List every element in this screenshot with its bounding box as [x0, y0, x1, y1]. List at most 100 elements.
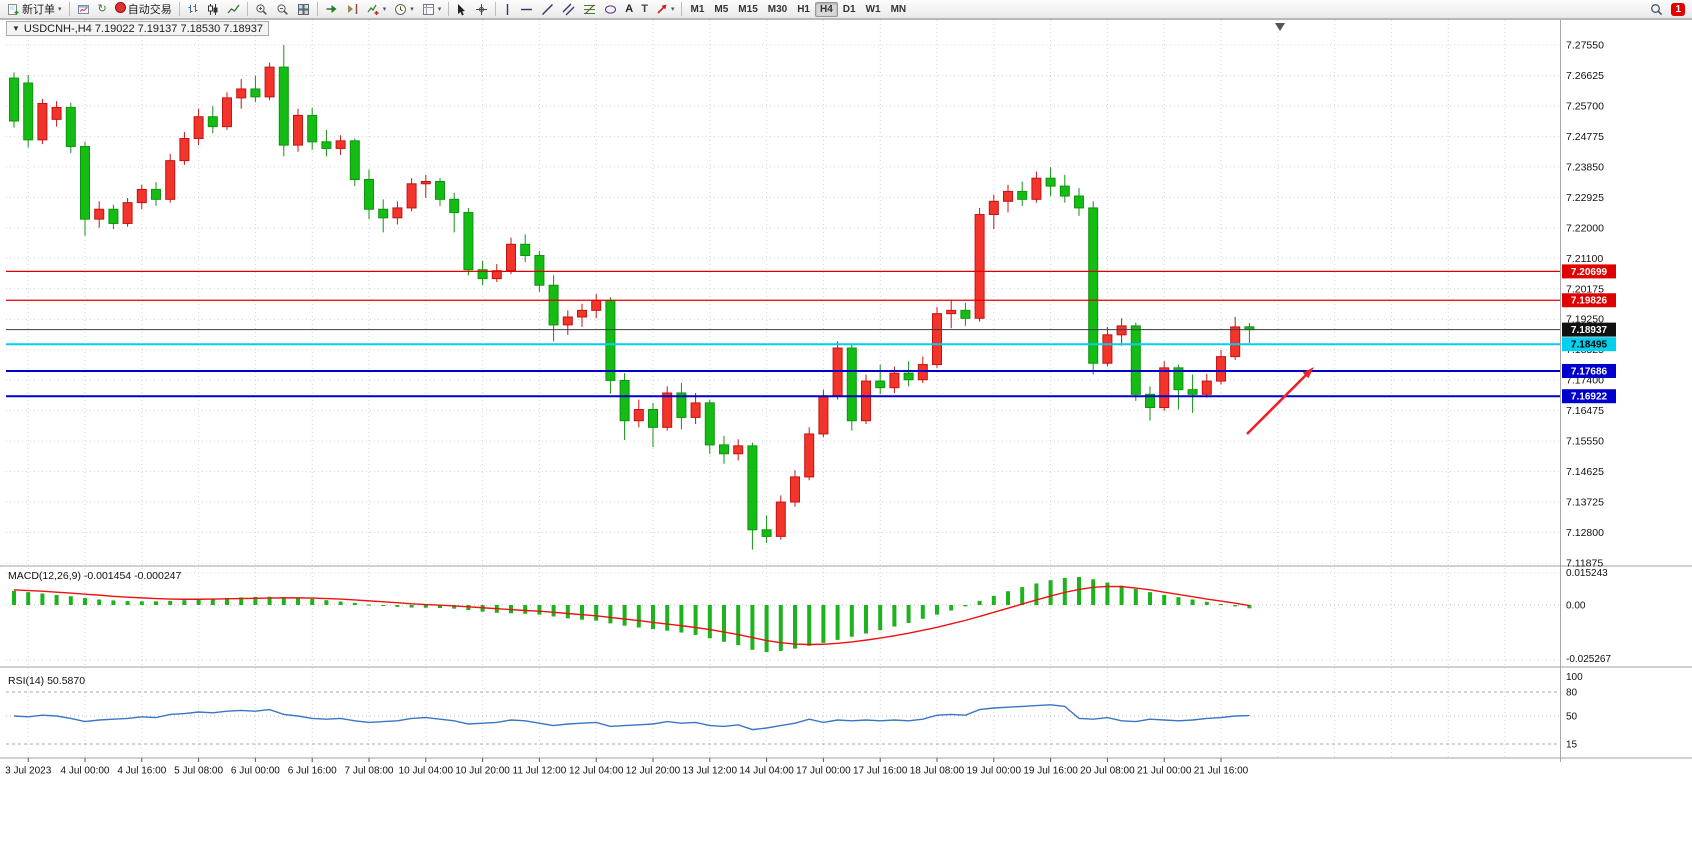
charts-button[interactable] — [73, 1, 94, 18]
candle — [1201, 380, 1212, 395]
macd-histogram-bar — [991, 595, 996, 605]
price-axis-label[interactable]: 7.20175 — [1566, 283, 1604, 295]
price-axis-label[interactable]: 7.14625 — [1566, 466, 1604, 478]
time-axis-label[interactable]: 17 Jul 00:00 — [796, 766, 851, 777]
price-axis-label[interactable]: 7.25700 — [1566, 100, 1604, 112]
price-axis-label[interactable]: 7.15550 — [1566, 436, 1604, 448]
templates-button[interactable]: ▾ — [418, 1, 446, 18]
time-axis-label[interactable]: 10 Jul 20:00 — [455, 766, 510, 777]
time-axis-label[interactable]: 17 Jul 16:00 — [853, 766, 908, 777]
timeframe-h4-button[interactable]: H4 — [815, 1, 838, 17]
candle — [1187, 389, 1198, 395]
time-axis-label[interactable]: 18 Jul 08:00 — [910, 766, 965, 777]
candle — [633, 409, 644, 422]
price-axis-label[interactable]: 7.24775 — [1566, 131, 1604, 143]
time-axis-label[interactable]: 6 Jul 16:00 — [288, 766, 337, 777]
channel-icon — [562, 3, 575, 16]
shapes-button[interactable] — [600, 1, 621, 18]
price-axis-label[interactable]: 7.23850 — [1566, 161, 1604, 173]
line-chart-button[interactable] — [223, 1, 244, 18]
price-axis-label[interactable]: 7.22000 — [1566, 222, 1604, 234]
time-axis-label[interactable]: 11 Jul 12:00 — [513, 766, 567, 777]
time-axis-label[interactable]: 3 Jul 2023 — [5, 766, 52, 777]
candle — [1045, 177, 1056, 187]
horizontal-line-button[interactable] — [516, 1, 537, 18]
arrows-button[interactable]: ▾ — [652, 1, 679, 18]
timeframe-d1-button[interactable]: D1 — [838, 2, 861, 17]
time-axis-label[interactable]: 12 Jul 20:00 — [626, 766, 681, 777]
price-axis-label[interactable]: 7.26625 — [1566, 70, 1604, 82]
notification-badge[interactable]: 1 — [1671, 2, 1685, 16]
timeframe-h1-button[interactable]: H1 — [792, 2, 815, 17]
refresh-button[interactable]: ↻ — [94, 1, 111, 18]
time-axis-label[interactable]: 19 Jul 16:00 — [1023, 766, 1078, 777]
price-axis-label[interactable]: 7.13725 — [1566, 497, 1604, 509]
time-axis-label[interactable]: 20 Jul 08:00 — [1080, 766, 1135, 777]
timeframe-m1-button[interactable]: M1 — [685, 2, 709, 17]
timeframe-w1-button[interactable]: W1 — [861, 2, 886, 17]
time-axis-label[interactable]: 12 Jul 04:00 — [569, 766, 624, 777]
time-axis-label[interactable]: 21 Jul 00:00 — [1137, 766, 1192, 777]
zoom-out-icon — [276, 3, 289, 16]
timeframe-m5-button[interactable]: M5 — [709, 2, 733, 17]
equidistant-channel-button[interactable] — [558, 1, 579, 18]
bar-chart-button[interactable] — [183, 1, 203, 18]
time-axis-label[interactable]: 4 Jul 00:00 — [61, 766, 110, 777]
timeframe-m30-button[interactable]: M30 — [763, 2, 792, 17]
price-axis-label[interactable]: 7.12800 — [1566, 527, 1604, 539]
price-axis-label[interactable]: 7.16475 — [1566, 405, 1604, 417]
fibonacci-button[interactable] — [579, 1, 600, 18]
time-axis-label[interactable]: 19 Jul 00:00 — [967, 766, 1022, 777]
candle — [94, 208, 105, 220]
macd-axis-label: 0.00 — [1566, 601, 1586, 612]
toolbar-separator — [178, 2, 180, 16]
candle — [818, 395, 829, 435]
time-axis-label[interactable]: 10 Jul 04:00 — [399, 766, 454, 777]
price-axis-label[interactable]: 7.27550 — [1566, 40, 1604, 52]
collapse-icon[interactable]: ▼ — [12, 24, 20, 33]
autotrading-label: 自动交易 — [127, 4, 172, 16]
candlestick-chart-button[interactable] — [203, 1, 223, 18]
macd-histogram-bar — [864, 605, 868, 634]
time-axis-label[interactable]: 14 Jul 04:00 — [739, 766, 794, 777]
timeframe-m15-button[interactable]: M15 — [733, 2, 762, 17]
timeframe-mn-button[interactable]: MN — [886, 2, 912, 17]
candle — [1173, 367, 1184, 391]
auto-scroll-button[interactable] — [321, 1, 342, 18]
trendline-button[interactable] — [537, 1, 558, 18]
macd-histogram-bar — [821, 605, 826, 643]
symbol-ohlc-text: USDCNH-,H4 7.19022 7.19137 7.18530 7.189… — [23, 22, 264, 35]
price-axis-label[interactable]: 7.11875 — [1566, 557, 1603, 569]
tile-windows-button[interactable] — [293, 1, 314, 18]
vertical-line-button[interactable] — [499, 1, 516, 18]
time-axis-label[interactable]: 6 Jul 00:00 — [231, 766, 280, 777]
autotrading-button[interactable]: 自动交易 — [111, 1, 176, 18]
price-axis-label[interactable]: 7.22925 — [1566, 192, 1604, 204]
cursor-button[interactable] — [452, 1, 471, 18]
time-axis-label[interactable]: 21 Jul 16:00 — [1194, 766, 1249, 777]
time-axis-label[interactable]: 13 Jul 12:00 — [683, 766, 738, 777]
chevron-down-icon: ▾ — [410, 6, 414, 13]
chevron-down-icon: ▾ — [382, 6, 387, 13]
candle — [151, 188, 161, 200]
chart-shift-marker[interactable] — [1275, 23, 1285, 31]
time-axis-label[interactable]: 7 Jul 08:00 — [345, 766, 394, 777]
new-order-button[interactable]: 新订单 ▾ — [3, 1, 66, 18]
time-axis-label[interactable]: 5 Jul 08:00 — [174, 766, 223, 777]
trend-arrow[interactable] — [1246, 373, 1308, 435]
search-button[interactable] — [1646, 1, 1667, 18]
price-axis-label[interactable]: 7.21100 — [1566, 253, 1603, 265]
zoom-in-button[interactable] — [251, 1, 272, 18]
indicators-button[interactable]: ▾ — [363, 1, 391, 18]
zoom-out-button[interactable] — [272, 1, 293, 18]
time-axis-label[interactable]: 4 Jul 16:00 — [117, 766, 166, 777]
chart-shift-button[interactable] — [342, 1, 363, 18]
periods-button[interactable]: ▾ — [390, 1, 418, 18]
candle — [775, 501, 786, 537]
macd-histogram-bar — [125, 601, 130, 605]
text-label-button[interactable]: T — [637, 1, 652, 18]
candle — [378, 208, 389, 219]
text-button[interactable]: A — [621, 1, 637, 18]
crosshair-button[interactable] — [471, 1, 492, 18]
